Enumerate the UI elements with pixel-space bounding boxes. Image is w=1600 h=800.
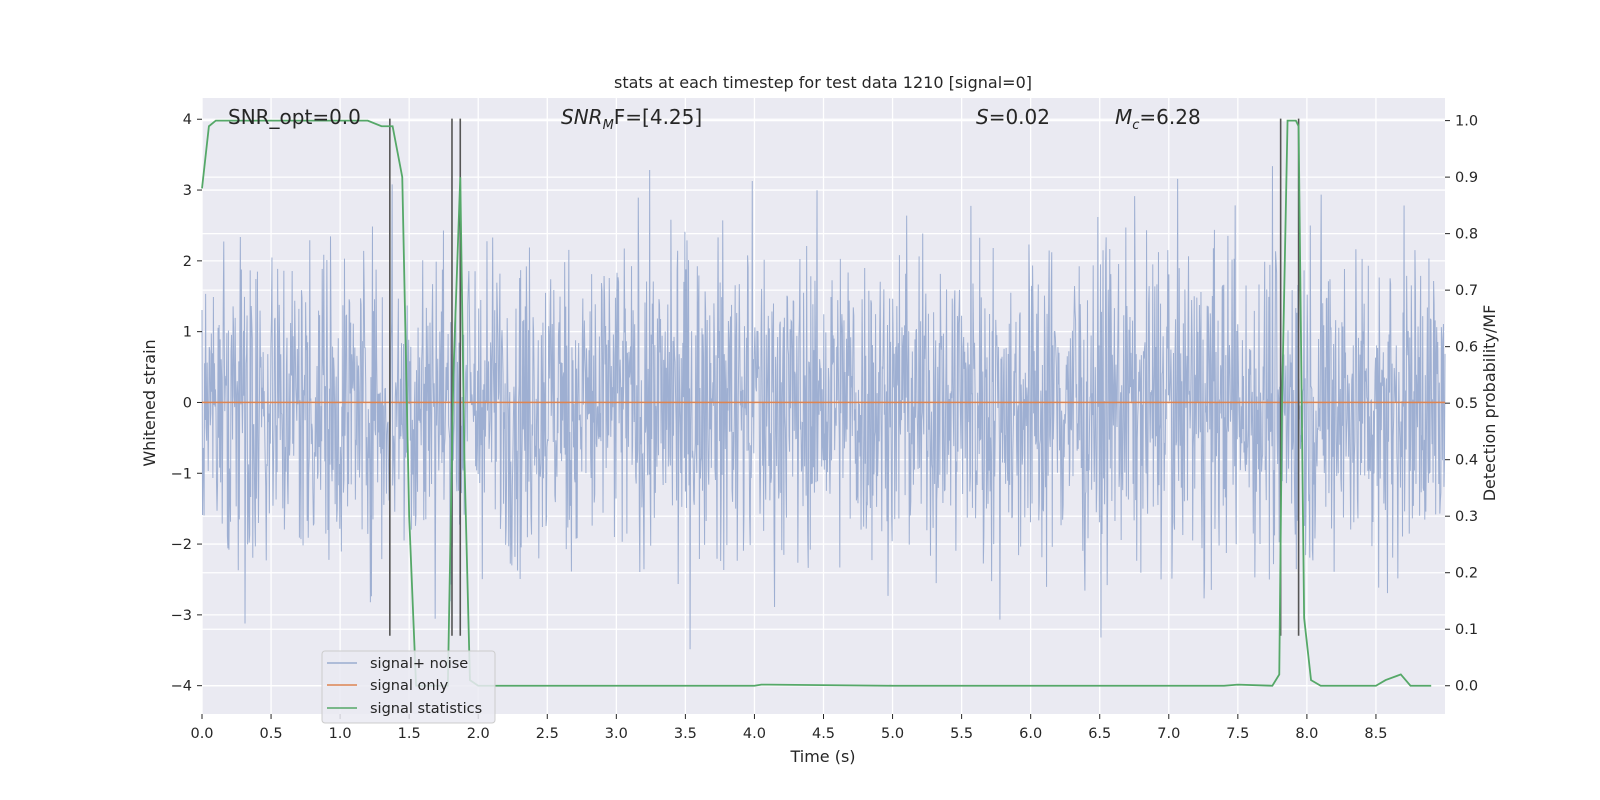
left-y-tick-label: 2 [183,254,192,270]
x-tick-label: 6.5 [1088,726,1111,742]
annotation-snr-opt: SNR_opt=0.0 [228,105,361,129]
x-tick-label: 4.0 [743,726,766,742]
series-line-signal-statistics [201,119,1432,687]
right-y-tick-label: 0.4 [1455,453,1478,469]
x-tick-label: 0.0 [190,726,213,742]
left-y-tick-label: −2 [171,537,192,553]
x-tick-label: 0.5 [260,726,283,742]
legend-label-signal-only: signal only [370,678,449,694]
right-y-tick-label: 0.1 [1455,622,1478,638]
x-tick-label: 1.0 [329,726,352,742]
annotations: SNR_opt=0.0 SNRMF=[4.25] S=0.02 Mc=6.28 [228,105,1201,133]
series-line-signal-plus-noise [201,166,1446,650]
left-y-tick-label: −3 [171,608,192,624]
x-tick-label: 5.0 [881,726,904,742]
x-tick-label: 4.5 [812,726,835,742]
left-y-axis-ticks: 4 3 2 1 0 −1 −2 −3 −4 [171,112,202,695]
plot-area [201,98,1446,714]
left-y-tick-label: 4 [183,112,192,128]
x-tick-label: 1.5 [398,726,421,742]
x-tick-label: 3.0 [605,726,628,742]
right-y-tick-label: 0.5 [1455,396,1478,412]
right-y-axis-ticks: 1.0 0.9 0.8 0.7 0.6 0.5 0.4 0.3 0.2 0.1 0.0 [1445,114,1478,695]
right-y-tick-label: 0.2 [1455,566,1478,582]
annotation-mc-main: M [1115,105,1132,129]
x-tick-label: 6.0 [1019,726,1042,742]
right-y-tick-label: 0.7 [1455,283,1478,299]
right-y-axis-label: Detection probability/MF [1480,305,1499,502]
x-tick-label: 8.0 [1295,726,1318,742]
x-axis-ticks: 0.0 0.5 1.0 1.5 2.0 2.5 3.0 3.5 4.0 4.5 5.0 5.5 6.0 6… [190,714,1387,742]
annotation-s: S=0.02 [976,105,1050,129]
annotation-mc-rest: =6.28 [1139,105,1200,129]
x-axis-label: Time (s) [789,747,855,766]
left-y-axis-label: Whitened strain [140,339,159,466]
x-tick-label: 5.5 [950,726,973,742]
annotation-mc-sub: c [1132,118,1139,133]
left-y-tick-label: 3 [183,183,192,199]
x-tick-label: 8.5 [1364,726,1387,742]
annotation-snr-mf-main: SNR [561,105,603,129]
legend: signal+ noise signal only signal statist… [321,650,496,724]
legend-label-signal-statistics: signal statistics [370,701,482,717]
annotation-s-rest: =0.02 [989,105,1050,129]
right-y-tick-label: 0.8 [1455,227,1478,243]
chart-title: stats at each timestep for test data 121… [614,73,1032,92]
left-y-tick-label: −1 [171,466,192,482]
right-y-tick-label: 0.0 [1455,679,1478,695]
annotation-snr-mf: SNRMF=[4.25] [561,105,702,133]
annotation-mc: Mc=6.28 [1115,105,1201,133]
right-y-tick-label: 0.6 [1455,340,1478,356]
left-y-tick-label: 1 [183,325,192,341]
x-tick-label: 3.5 [674,726,697,742]
right-y-tick-label: 1.0 [1455,114,1478,130]
right-y-tick-label: 0.9 [1455,170,1478,186]
series-signal-plus-noise [201,166,1446,650]
x-tick-label: 2.5 [536,726,559,742]
annotation-snr-mf-sub: M [603,118,614,133]
legend-label-signal-plus-noise: signal+ noise [370,656,468,672]
legend-box [321,650,496,724]
left-y-tick-label: −4 [171,679,192,695]
x-tick-label: 7.0 [1157,726,1180,742]
right-y-tick-label: 0.3 [1455,509,1478,525]
series-signal-statistics [201,119,1432,687]
annotation-s-main: S [976,105,989,129]
x-tick-label: 7.5 [1226,726,1249,742]
annotation-snr-mf-rest: F=[4.25] [614,105,702,129]
x-tick-label: 2.0 [467,726,490,742]
left-y-tick-label: 0 [183,395,192,411]
